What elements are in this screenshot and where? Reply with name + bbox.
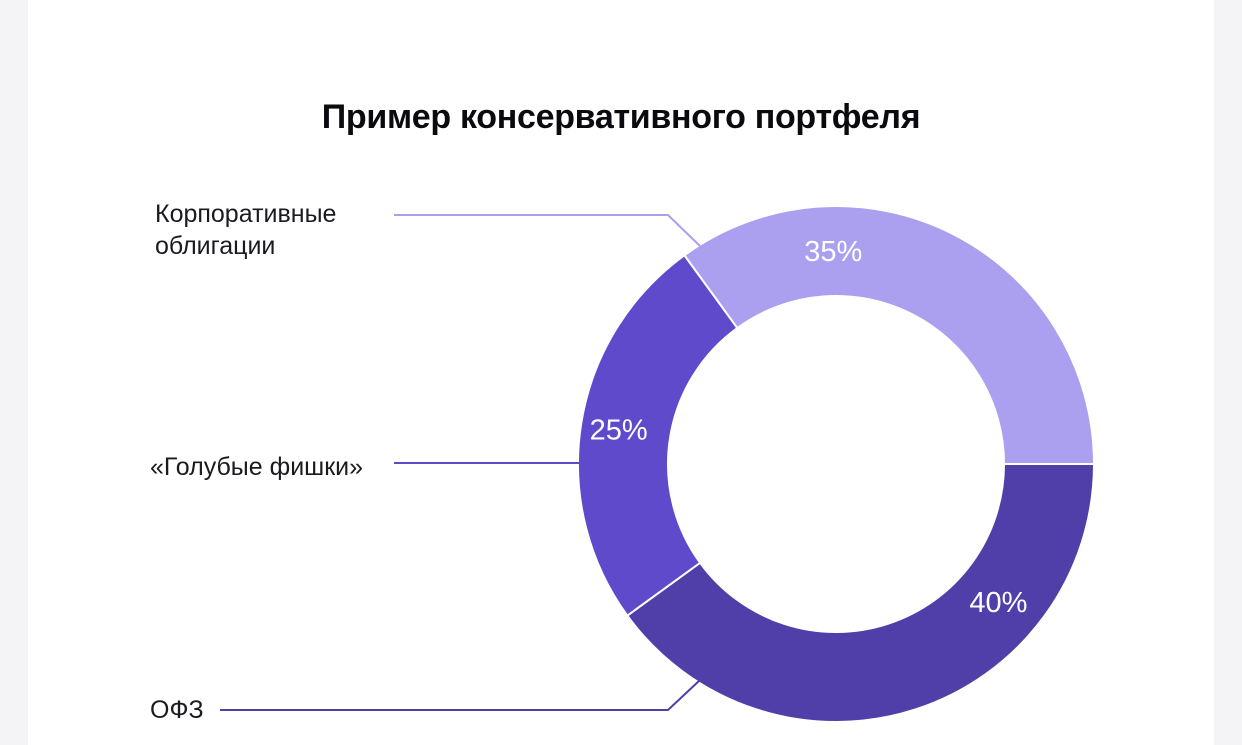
leader-line-corporate-bonds <box>394 214 701 247</box>
donut-chart: 35% 40% 25% <box>220 205 1096 723</box>
slice-blue-chips <box>577 253 739 618</box>
percent-label-corporate-bonds: 35% <box>804 236 862 268</box>
slice-corporate-bonds <box>682 205 1096 465</box>
slice-label-blue-chips: «Голубые фишки» <box>150 453 364 481</box>
slice-label-corporate-bonds: Корпоративные облигации <box>155 200 337 260</box>
percent-label-ofz: 40% <box>969 587 1027 619</box>
slice-ofz <box>625 463 1096 723</box>
slice-label-ofz: ОФЗ <box>150 696 204 724</box>
chart-card: Пример консервативного портфеля 35% 40% 25… <box>28 0 1214 745</box>
donut-slices <box>577 205 1096 723</box>
percent-label-blue-chips: 25% <box>590 415 648 447</box>
leader-line-ofz <box>220 679 701 711</box>
percent-labels: 35% 40% 25% <box>590 236 1028 619</box>
chart-title: Пример консервативного портфеля <box>321 98 921 136</box>
leader-lines <box>220 214 701 711</box>
